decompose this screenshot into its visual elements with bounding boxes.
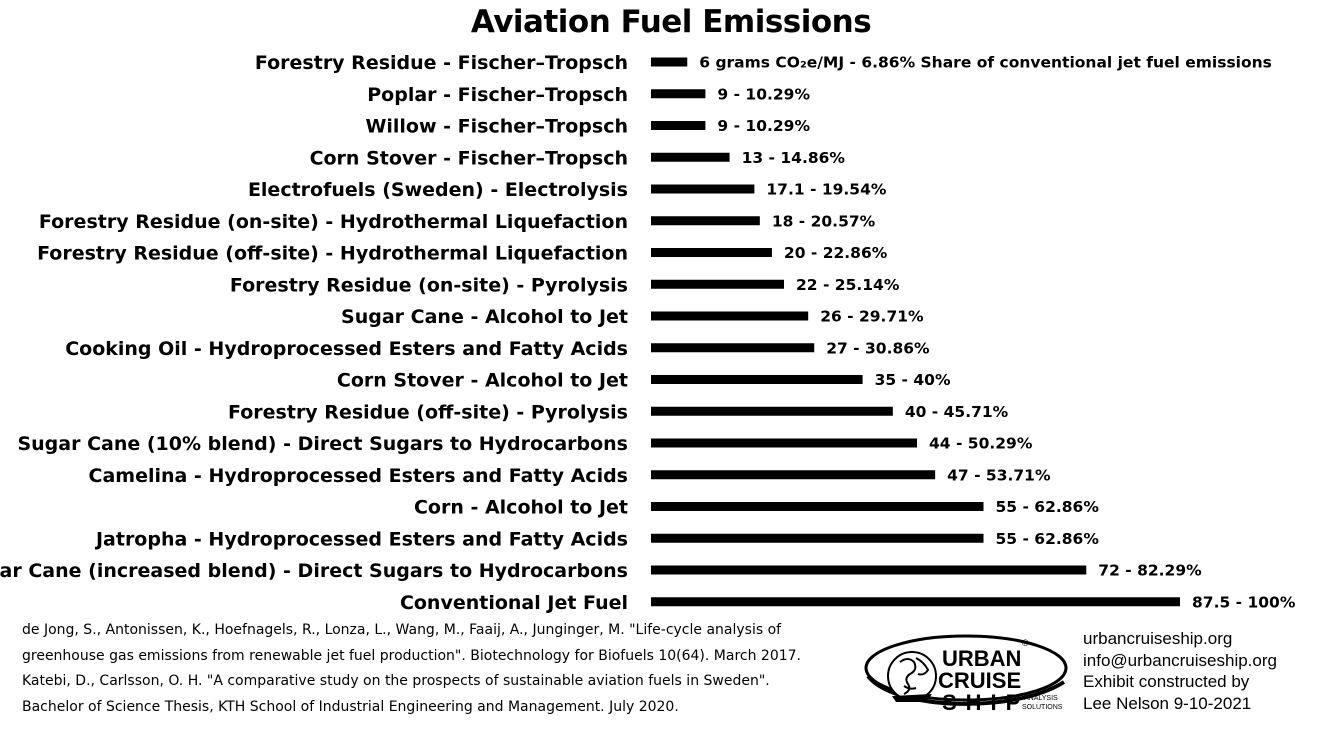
category-label: Forestry Residue (off-site) - Hydrotherm… — [37, 243, 628, 265]
email-text: info@urbancruiseship.org — [1083, 650, 1277, 670]
data-label: 6 grams CO₂e/MJ - 6.86% Share of convent… — [699, 54, 1272, 72]
bar — [651, 311, 809, 321]
bar — [651, 565, 1087, 575]
data-label: 20 - 22.86% — [784, 244, 888, 262]
ship-icon — [892, 694, 932, 702]
data-label: 18 - 20.57% — [772, 212, 876, 230]
data-label: 13 - 14.86% — [742, 149, 846, 167]
data-label: 26 - 29.71% — [820, 308, 924, 326]
data-label: 17.1 - 19.54% — [766, 181, 886, 199]
bar — [651, 375, 863, 384]
category-label: Forestry Residue (on-site) - Hydrotherma… — [39, 211, 628, 233]
data-label: 87.5 - 100% — [1192, 593, 1296, 611]
data-label: 22 - 25.14% — [796, 276, 900, 294]
data-label: 47 - 53.71% — [947, 466, 1051, 484]
logo-text-cruise: CRUISE — [938, 668, 1021, 693]
contact-info: urbancruiseship.org info@urbancruiseship… — [1083, 628, 1277, 714]
category-label: Electrofuels (Sweden) - Electrolysis — [248, 179, 628, 201]
category-label: Corn Stover - Fischer–Tropsch — [310, 147, 628, 169]
data-label: 9 - 10.29% — [717, 117, 810, 135]
reference-line: de Jong, S., Antonissen, K., Hoefnagels,… — [22, 622, 782, 638]
credit-line: Exhibit constructed by — [1083, 672, 1250, 691]
bar — [651, 438, 918, 448]
category-label: Forestry Residue - Fischer–Tropsch — [255, 52, 628, 74]
bar-chart: Forestry Residue - Fischer–Tropsch 6 gram… — [0, 52, 1296, 614]
category-label: Jatropha - Hydroprocessed Esters and Fat… — [94, 528, 628, 550]
bar — [651, 343, 815, 353]
logo-swoosh — [866, 674, 1066, 706]
category-label: Willow - Fischer–Tropsch — [365, 116, 628, 138]
bar — [651, 279, 785, 289]
bar — [651, 406, 893, 416]
reference-line: Katebi, D., Carlsson, O. H. "A comparati… — [22, 673, 770, 689]
reference-line: greenhouse gas emissions from renewable … — [22, 647, 801, 664]
logo-text-urban: URBAN — [942, 646, 1021, 671]
bar — [651, 502, 984, 511]
urban-cruise-ship-logo: URBAN CRUISE SHIP ANALYSIS SOLUTIONS ® — [864, 634, 1068, 715]
category-label: Sugar Cane (10% blend) - Direct Sugars t… — [17, 433, 628, 455]
bar — [651, 470, 936, 480]
logo-tag-solutions: SOLUTIONS — [1022, 704, 1063, 711]
chart-title: Aviation Fuel Emissions — [470, 4, 872, 40]
logo-text-ship: SHIP — [942, 690, 1029, 715]
data-label: 44 - 50.29% — [929, 435, 1033, 453]
globe-continents — [899, 657, 930, 695]
category-label: Camelina - Hydroprocessed Esters and Fat… — [89, 465, 629, 487]
bar — [651, 57, 688, 67]
data-label: 40 - 45.71% — [905, 403, 1009, 421]
bar — [651, 248, 772, 257]
bar — [651, 184, 755, 194]
data-label: 9 - 10.29% — [717, 85, 810, 103]
logo-ring — [864, 634, 1068, 702]
category-label: Forestry Residue (off-site) - Pyrolysis — [228, 401, 628, 423]
category-label: Sugar Cane - Alcohol to Jet — [341, 306, 628, 328]
category-label: Cooking Oil - Hydroprocessed Esters and … — [65, 338, 628, 360]
website-text: urbancruiseship.org — [1083, 629, 1233, 648]
bar — [651, 121, 706, 130]
reference-line: Bachelor of Science Thesis, KTH School o… — [22, 698, 679, 715]
bar — [651, 152, 730, 162]
data-label: 27 - 30.86% — [826, 339, 930, 357]
references: de Jong, S., Antonissen, K., Hoefnagels,… — [22, 618, 852, 720]
data-label: 72 - 82.29% — [1098, 562, 1202, 580]
logo-tag-analysis: ANALYSIS — [1024, 695, 1058, 702]
category-label: Sugar Cane (increased blend) - Direct Su… — [0, 560, 628, 582]
bar — [651, 216, 760, 226]
category-label: Conventional Jet Fuel — [400, 592, 628, 614]
data-label: 55 - 62.86% — [996, 498, 1100, 516]
category-label: Forestry Residue (on-site) - Pyrolysis — [230, 274, 628, 296]
category-label: Corn - Alcohol to Jet — [414, 497, 628, 519]
credit-line: Lee Nelson 9-10-2021 — [1083, 693, 1252, 713]
category-label: Corn Stover - Alcohol to Jet — [337, 370, 628, 392]
data-label: 35 - 40% — [875, 371, 951, 389]
logo-registered-mark: ® — [1022, 638, 1029, 648]
bar — [651, 533, 984, 543]
bar — [651, 89, 706, 99]
bar — [651, 597, 1180, 607]
data-label: 55 - 62.86% — [996, 530, 1100, 548]
category-label: Poplar - Fischer–Tropsch — [367, 84, 628, 106]
